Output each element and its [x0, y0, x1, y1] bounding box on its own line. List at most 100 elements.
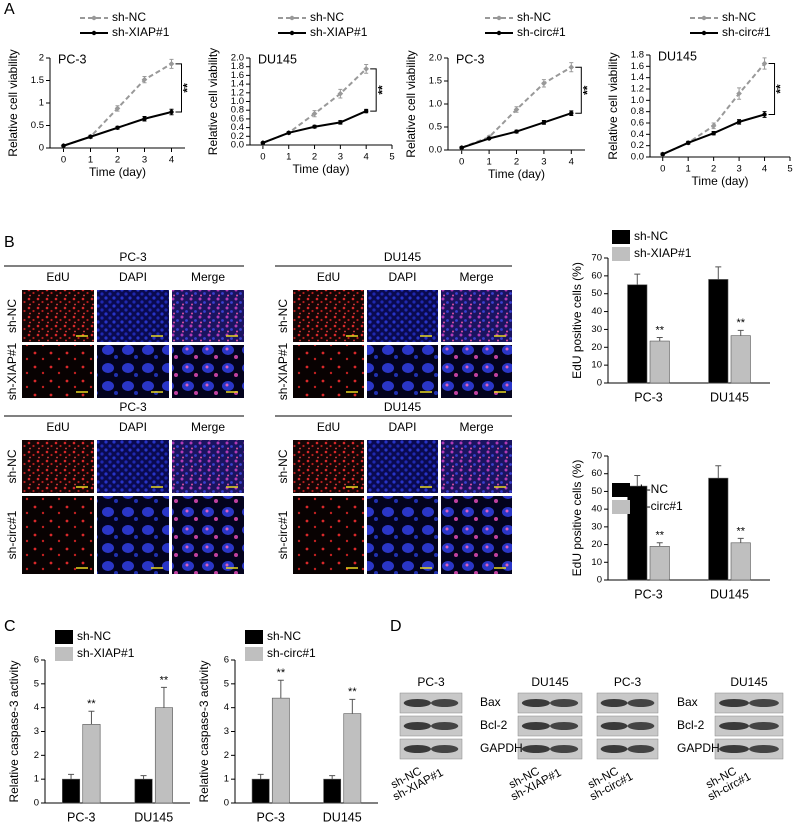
blot-band [431, 722, 459, 730]
blot-band [627, 699, 655, 707]
microscopy-image [97, 345, 169, 398]
legend-label: sh-NC [722, 10, 756, 24]
y-tick-label: 0.5 [31, 120, 44, 131]
x-tick-label: 0 [61, 155, 66, 166]
cell-line-label: DU145 [730, 675, 768, 689]
x-tick-label: DU145 [323, 810, 362, 822]
significance-label: ** [655, 324, 664, 336]
bar [730, 335, 751, 384]
blot-band [521, 722, 550, 730]
y-tick-label: 2 [34, 750, 39, 761]
y-tick-label: 40 [591, 504, 602, 515]
channel-label: DAPI [119, 270, 147, 284]
row-label: sh-XIAP#1 [5, 342, 19, 400]
error-bar [140, 775, 147, 780]
microscopy-image [367, 440, 438, 493]
data-point [311, 110, 318, 117]
blot-band [600, 745, 628, 753]
bar [730, 542, 751, 581]
x-tick-label: 2 [312, 152, 317, 163]
microscopy-image [97, 290, 169, 342]
y-tick-label: 1.6 [631, 61, 644, 72]
data-point [762, 112, 767, 117]
data-point [736, 119, 742, 125]
series-line [662, 62, 766, 156]
microscopy-image [22, 440, 94, 493]
legend-label: sh-circ#1 [267, 646, 316, 660]
y-tick-label: 50 [591, 486, 602, 497]
significance-bracket [175, 63, 182, 113]
y-axis-label: EdU positive cells (%) [570, 460, 584, 577]
legend-label: sh-NC [634, 482, 668, 496]
channel-label: Merge [191, 420, 225, 434]
x-tick-label: 1 [486, 157, 491, 168]
significance-label: ** [736, 525, 745, 537]
error-bar [656, 542, 663, 547]
series-line [262, 68, 367, 144]
y-tick-label: 1.2 [631, 84, 644, 95]
x-tick-label: 4 [569, 157, 574, 168]
channel-label: DAPI [388, 420, 416, 434]
channel-label: EdU [46, 270, 69, 284]
y-tick-label: 0.8 [231, 105, 244, 116]
blot-strip [399, 715, 463, 737]
x-tick-label: 3 [142, 155, 147, 166]
blot-band [749, 699, 779, 707]
y-tick-label: 1.5 [31, 75, 44, 86]
row-label: sh-circ#1 [5, 510, 19, 559]
bar [271, 697, 290, 804]
y-tick-label: 10 [591, 557, 602, 568]
y-tick-label: 0 [224, 798, 229, 809]
legend-label: sh-NC [517, 10, 551, 24]
y-tick-label: 6 [224, 655, 229, 666]
significance-bracket [370, 68, 377, 112]
y-axis-label: Relative cell viability [206, 48, 220, 155]
x-tick-label: 3 [541, 157, 546, 168]
y-tick-label: 5 [224, 678, 229, 689]
data-point [736, 90, 742, 97]
x-tick-label: 5 [389, 152, 394, 163]
blot-band [521, 745, 550, 753]
data-point [141, 76, 148, 83]
x-tick-label: 3 [338, 152, 343, 163]
y-tick-label: 0 [39, 143, 44, 154]
y-tick-label: 1 [224, 774, 229, 785]
legend-label: sh-XIAP#1 [112, 25, 170, 39]
y-tick-label: 5 [34, 678, 39, 689]
significance-label: ** [655, 530, 664, 542]
data-point [710, 123, 717, 129]
panel-label: C [4, 618, 16, 635]
y-tick-label: 0.6 [231, 113, 244, 124]
legend-label: sh-NC [267, 629, 301, 643]
legend-label: sh-XIAP#1 [310, 25, 368, 39]
y-tick-label: 0 [34, 798, 39, 809]
x-tick-label: PC-3 [634, 390, 663, 404]
blot-band [550, 745, 579, 753]
y-axis-label: Relative caspase-3 activity [197, 660, 211, 802]
y-axis-label: EdU positive cells (%) [570, 262, 584, 379]
data-point [363, 66, 370, 72]
blot-strip [399, 738, 463, 760]
significance-label: ** [87, 698, 96, 710]
y-tick-label: 2 [224, 750, 229, 761]
data-point [513, 106, 520, 113]
microscopy-image [367, 496, 438, 574]
legend-marker [91, 15, 97, 21]
protein-label: Bcl-2 [677, 718, 705, 732]
channel-label: Merge [459, 420, 493, 434]
x-tick-label: 4 [169, 155, 174, 166]
data-point [568, 64, 575, 71]
channel-label: EdU [317, 270, 340, 284]
x-axis-label: Time (day) [89, 165, 146, 179]
error-bar [88, 710, 95, 725]
legend-label: sh-XIAP#1 [77, 646, 135, 660]
y-tick-label: 0.2 [631, 140, 644, 151]
y-tick-label: 0.0 [231, 140, 244, 151]
bar [708, 477, 729, 581]
microscopy-image [172, 440, 244, 493]
cell-line-label: PC-3 [417, 675, 445, 689]
y-tick-label: 1.4 [231, 79, 244, 90]
y-tick-label: 1.8 [631, 50, 644, 61]
legend-swatch [245, 630, 263, 644]
